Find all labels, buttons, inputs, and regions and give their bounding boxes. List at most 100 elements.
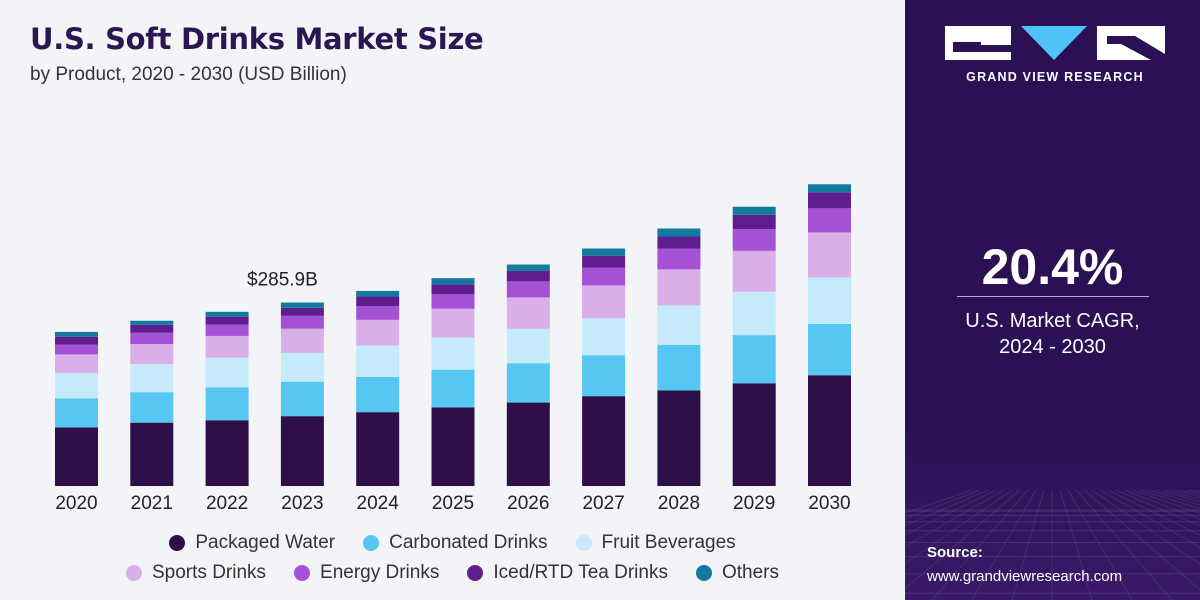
x-tick-label-2021: 2021	[131, 493, 173, 514]
bar-segment-fruit-beverages-2027	[582, 318, 626, 356]
brand-name: GRAND VIEW RESEARCH	[966, 70, 1144, 84]
bar-segment-energy-drinks-2027	[582, 267, 626, 286]
legend-swatch	[467, 565, 484, 581]
bar-segment-fruit-beverages-2024	[356, 345, 400, 377]
bar-segment-packaged-water-2029	[732, 383, 776, 486]
bar-segment-iced-rtd-tea-drinks-2020	[55, 336, 98, 345]
legend-item-fruit-beverages: Fruit Beverages	[575, 532, 736, 554]
source-link[interactable]: www.grandviewresearch.com	[927, 568, 1123, 585]
bar-segment-fruit-beverages-2020	[55, 372, 98, 399]
bar-segment-carbonated-drinks-2024	[356, 376, 400, 413]
legend-item-carbonated-drinks: Carbonated Drinks	[363, 532, 548, 554]
bar-segment-energy-drinks-2023	[280, 315, 324, 329]
bar-segment-fruit-beverages-2028	[657, 305, 701, 345]
bar-segment-energy-drinks-2020	[55, 344, 98, 355]
bar-segment-carbonated-drinks-2022	[205, 387, 249, 421]
cagr-label-line2: 2024 - 2030	[999, 336, 1106, 358]
bar-segment-packaged-water-2030	[808, 375, 851, 486]
data-label-2023: $285.9B	[247, 270, 318, 291]
bar-segment-sports-drinks-2027	[582, 285, 626, 319]
bar-segment-fruit-beverages-2021	[130, 364, 174, 393]
gvr-logo-icon	[945, 26, 1165, 60]
bar-segment-sports-drinks-2029	[732, 250, 776, 292]
bar-segment-energy-drinks-2028	[657, 248, 701, 270]
bar-segment-others-2027	[582, 248, 626, 256]
legend-swatch	[695, 565, 712, 581]
x-tick-label-2030: 2030	[808, 493, 850, 514]
cagr-label: U.S. Market CAGR, 2024 - 2030	[905, 308, 1200, 360]
legend-label: Packaged Water	[195, 532, 336, 553]
bar-segment-carbonated-drinks-2023	[280, 381, 324, 417]
bar-segment-sports-drinks-2023	[280, 328, 324, 353]
bar-segment-energy-drinks-2030	[808, 208, 851, 233]
bar-segment-fruit-beverages-2022	[205, 357, 249, 388]
bar-segment-iced-rtd-tea-drinks-2024	[356, 296, 400, 307]
bar-segment-others-2029	[732, 206, 776, 215]
bar-segment-carbonated-drinks-2029	[732, 335, 776, 384]
bar-segment-others-2022	[205, 311, 249, 317]
bar-segment-packaged-water-2025	[431, 407, 475, 486]
bar-segment-sports-drinks-2025	[431, 308, 475, 338]
legend-row: Packaged Water Carbonated Drinks Fruit Bev…	[0, 532, 905, 554]
bar-segment-sports-drinks-2024	[356, 319, 400, 346]
bar-segment-packaged-water-2027	[582, 396, 626, 486]
bar-segment-others-2021	[130, 320, 174, 325]
bar-segment-carbonated-drinks-2030	[808, 323, 851, 376]
x-tick-label-2024: 2024	[357, 493, 400, 514]
chart-subtitle: by Product, 2020 - 2030 (USD Billion)	[30, 64, 347, 85]
chart-panel: U.S. Soft Drinks Market Size by Product,…	[0, 22, 905, 592]
bar-segment-fruit-beverages-2023	[280, 352, 324, 382]
bar-segment-energy-drinks-2029	[732, 229, 776, 251]
bar-segment-packaged-water-2024	[356, 412, 400, 486]
bar-segment-others-2020	[55, 331, 98, 337]
legend-label: Sports Drinks	[152, 562, 267, 583]
source-label: Source:	[927, 544, 983, 561]
legend-row: Sports Drinks Energy Drinks Iced/RTD Tea D…	[0, 562, 905, 584]
bar-segment-carbonated-drinks-2027	[582, 355, 626, 397]
bar-segment-iced-rtd-tea-drinks-2023	[280, 307, 324, 316]
grid-decoration	[905, 490, 1200, 600]
bar-segment-fruit-beverages-2026	[506, 328, 550, 364]
bar-segment-others-2026	[506, 264, 550, 271]
bar-segment-packaged-water-2028	[657, 390, 701, 486]
legend-item-energy-drinks: Energy Drinks	[294, 562, 439, 584]
bar-segment-iced-rtd-tea-drinks-2028	[657, 236, 701, 249]
bar-segment-carbonated-drinks-2026	[506, 363, 550, 403]
bar-segment-carbonated-drinks-2025	[431, 369, 475, 408]
x-tick-label-2028: 2028	[658, 493, 700, 514]
legend-swatch	[363, 535, 380, 551]
bar-segment-energy-drinks-2021	[130, 332, 174, 344]
bar-segment-iced-rtd-tea-drinks-2026	[506, 270, 550, 282]
bar-segment-sports-drinks-2026	[506, 297, 550, 329]
legend-item-others: Others	[695, 562, 779, 584]
bar-segment-fruit-beverages-2030	[808, 277, 851, 324]
bar-segment-iced-rtd-tea-drinks-2030	[808, 192, 851, 209]
legend-item-packaged-water: Packaged Water	[169, 532, 335, 554]
bar-segment-carbonated-drinks-2020	[55, 398, 98, 428]
cagr-divider	[957, 296, 1149, 297]
legend-swatch	[126, 565, 142, 581]
bar-segment-energy-drinks-2026	[506, 281, 550, 298]
bar-segment-sports-drinks-2022	[205, 335, 249, 358]
x-tick-label-2020: 2020	[55, 493, 97, 514]
legend-swatch	[575, 535, 592, 551]
x-tick-label-2026: 2026	[507, 493, 549, 514]
bar-segment-packaged-water-2020	[55, 427, 98, 486]
x-tick-label-2023: 2023	[281, 493, 323, 514]
bar-segment-iced-rtd-tea-drinks-2021	[130, 324, 174, 333]
sidebar-panel: GRAND VIEW RESEARCH 20.4% U.S. Market CA…	[905, 0, 1200, 600]
grand-view-research-logo: GRAND VIEW RESEARCH	[945, 24, 1165, 84]
bar-segment-iced-rtd-tea-drinks-2022	[205, 316, 249, 325]
bar-segment-energy-drinks-2022	[205, 324, 249, 336]
chart-legend: Packaged Water Carbonated Drinks Fruit Bev…	[0, 532, 905, 592]
legend-label: Carbonated Drinks	[389, 532, 548, 553]
bar-segment-fruit-beverages-2029	[732, 291, 776, 336]
bar-segment-fruit-beverages-2025	[431, 337, 475, 370]
bar-segment-others-2030	[808, 184, 851, 193]
x-tick-label-2022: 2022	[206, 493, 248, 514]
x-tick-label-2027: 2027	[582, 493, 624, 514]
legend-swatch	[169, 535, 186, 551]
legend-item-iced-rtd-tea-drinks: Iced/RTD Tea Drinks	[467, 562, 668, 584]
bar-segment-carbonated-drinks-2021	[130, 392, 174, 423]
bar-segment-sports-drinks-2028	[657, 269, 701, 306]
